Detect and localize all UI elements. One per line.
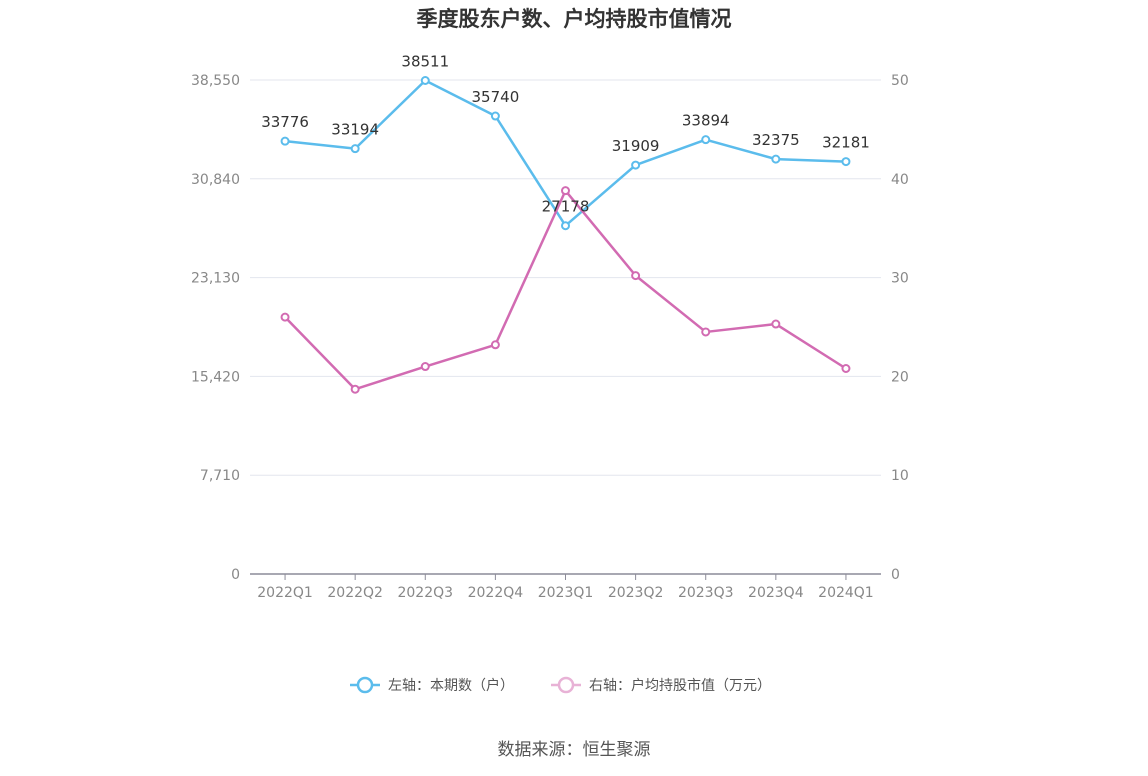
x-tick-label: 2022Q3 [397, 585, 453, 601]
data-label: 38511 [401, 52, 449, 70]
y-right-tick-label: 50 [891, 73, 909, 89]
x-tick-label: 2023Q4 [748, 585, 804, 601]
series-0-point[interactable] [771, 154, 781, 164]
axes: 0 7,710 15,420 23,130 30,840 38,550 0 10 20 30 40 5… [191, 73, 909, 601]
x-tick-label: 2024Q1 [818, 585, 874, 601]
chart-title: 季度股东户数、户均持股市值情况 [417, 7, 732, 31]
x-tick-label: 2022Q1 [257, 585, 313, 601]
legend[interactable]: 左轴：本期数（户） 右轴：户均持股市值（万元） [350, 676, 771, 694]
data-labels: 33776 33194 38511 35740 27178 31909 33894 32375… [261, 52, 870, 215]
grid [250, 79, 881, 476]
y-right-tick-label: 40 [891, 172, 909, 188]
y-left-tick-label: 30,840 [191, 172, 240, 188]
series-1-point[interactable] [280, 312, 290, 322]
series-layer [280, 75, 851, 394]
x-tick-label: 2022Q2 [327, 585, 383, 601]
y-left-tick-label: 38,550 [191, 73, 240, 89]
series-0-point[interactable] [350, 144, 360, 154]
y-left-tick-label: 15,420 [191, 369, 240, 385]
y-left-tick-label: 0 [231, 567, 240, 583]
y-left-tick-label: 7,710 [200, 468, 240, 484]
series-1-point[interactable] [420, 362, 430, 372]
series-0-point[interactable] [631, 160, 641, 170]
y-right-tick-label: 30 [891, 271, 909, 287]
legend-label-1[interactable]: 右轴：户均持股市值（万元） [589, 677, 771, 694]
legend-swatch-marker[interactable] [356, 676, 374, 694]
series-0-point[interactable] [490, 111, 500, 121]
source-text: 数据来源：恒生聚源 [498, 740, 651, 760]
data-label: 27178 [542, 198, 590, 216]
legend-label-0[interactable]: 左轴：本期数（户） [388, 677, 514, 694]
y-right-tick-label: 10 [891, 468, 909, 484]
series-0-point[interactable] [841, 157, 851, 167]
x-tick-label: 2022Q4 [468, 585, 524, 601]
series-1-point[interactable] [350, 384, 360, 394]
series-1-point[interactable] [490, 340, 500, 350]
series-0-point[interactable] [561, 221, 570, 231]
data-label: 32375 [752, 131, 800, 149]
x-tick-label: 2023Q3 [678, 585, 734, 601]
series-1-point[interactable] [631, 271, 641, 281]
series-1-point[interactable] [771, 319, 781, 329]
data-label: 33194 [331, 121, 379, 139]
series-0-point[interactable] [420, 75, 430, 85]
series-0-point[interactable] [280, 136, 290, 146]
data-label: 32181 [822, 134, 870, 152]
series-0-point[interactable] [701, 135, 711, 145]
data-label: 33894 [682, 112, 730, 130]
series-1-point[interactable] [841, 363, 851, 373]
series-1-point[interactable] [701, 327, 711, 337]
data-label: 31909 [612, 137, 660, 155]
data-label: 33776 [261, 113, 309, 131]
y-right-tick-label: 20 [891, 369, 909, 385]
series-line-1 [284, 189, 847, 391]
series-1-point[interactable] [561, 186, 570, 196]
legend-swatch-marker[interactable] [557, 676, 575, 694]
data-label: 35740 [472, 88, 520, 106]
y-left-tick-label: 23,130 [191, 271, 240, 287]
x-tick-label: 2023Q2 [608, 585, 664, 601]
x-tick-label: 2023Q1 [538, 585, 594, 601]
y-right-tick-label: 0 [891, 567, 900, 583]
